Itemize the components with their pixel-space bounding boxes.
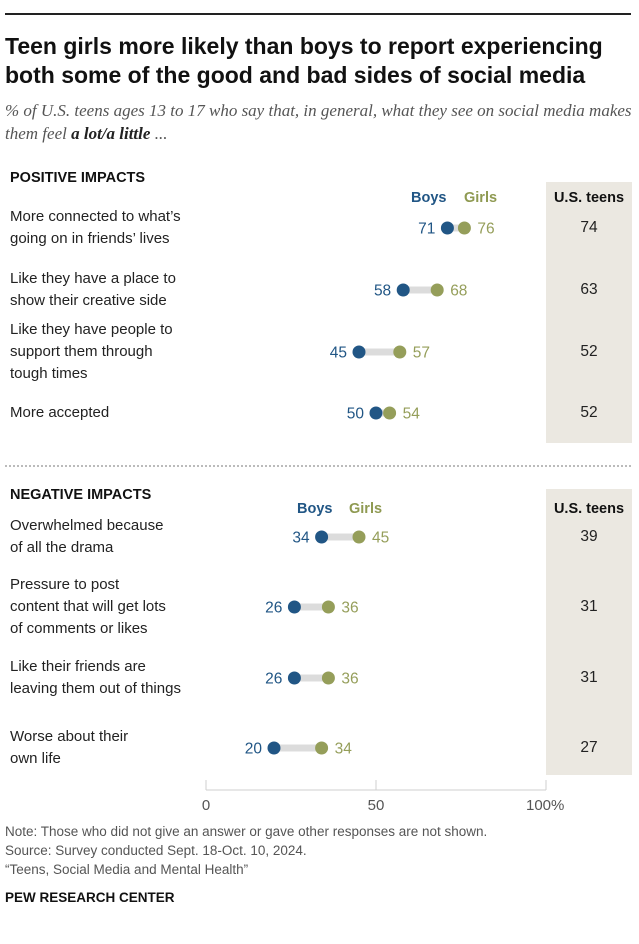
boys-value-label: 20: [245, 741, 263, 758]
boys-dot: [369, 406, 383, 420]
girls-dot: [321, 600, 335, 614]
note-line: Note: Those who did not give an answer o…: [5, 824, 488, 839]
x-axis-tick-label: 50: [367, 797, 385, 814]
boys-dot: [287, 671, 301, 685]
girls-dot: [383, 406, 397, 420]
brand-logo-text: PEW RESEARCH CENTER: [5, 890, 175, 905]
chart-subtitle: % of U.S. teens ages 13 to 17 who say th…: [5, 99, 633, 145]
subtitle-prefix: % of U.S. teens ages 13 to 17 who say th…: [5, 101, 632, 143]
girls-dot: [352, 530, 366, 544]
boys-value-label: 58: [374, 283, 391, 300]
teens-column-negative: [546, 489, 632, 775]
girls-dot: [457, 221, 471, 235]
girls-value-label: 57: [413, 345, 430, 362]
boys-value-label: 34: [292, 530, 310, 547]
teens-value: 52: [580, 404, 598, 421]
teens-header-negative: U.S. teens: [553, 501, 625, 517]
row-label-line: Overwhelmed because: [10, 517, 164, 534]
row-label-line: show their creative side: [10, 292, 167, 309]
boys-value-label: 50: [347, 406, 365, 423]
row-label-line: support them through: [10, 343, 153, 360]
teens-value: 31: [580, 669, 598, 686]
girls-value-label: 68: [450, 283, 467, 300]
boys-dot: [267, 741, 281, 755]
row-label-line: Like their friends are: [10, 658, 146, 675]
teens-value: 74: [580, 219, 598, 236]
row-label-line: More accepted: [10, 404, 110, 421]
teens-header-positive: U.S. teens: [553, 190, 625, 206]
girls-value-label: 36: [341, 671, 358, 688]
girls-value-label: 34: [335, 741, 353, 758]
section-title-positive: POSITIVE IMPACTS: [10, 170, 146, 186]
girls-value-label: 54: [403, 406, 421, 423]
girls-dot: [315, 741, 329, 755]
teens-value: 31: [580, 598, 598, 615]
top-rule: [5, 13, 631, 15]
row-label-line: Pressure to post: [10, 576, 120, 593]
row-label-line: More connected to what’s: [10, 208, 181, 225]
girls-dot: [321, 671, 335, 685]
boys-dot: [352, 345, 366, 359]
boys-value-label: 45: [330, 345, 347, 362]
chart-title: Teen girls more likely than boys to repo…: [5, 33, 603, 88]
teens-value: 52: [580, 343, 598, 360]
boys-value-label: 26: [265, 671, 282, 688]
girls-value-label: 76: [477, 221, 494, 238]
row-label-line: content that will get lots: [10, 598, 166, 615]
boys-dot: [315, 530, 329, 544]
subtitle-suffix: ...: [150, 124, 168, 143]
legend-boys-positive: Boys: [411, 190, 447, 206]
boys-value-label: 26: [265, 600, 282, 617]
row-label-line: Like they have a place to: [10, 270, 176, 287]
row-label-line: tough times: [10, 365, 88, 382]
row-label-line: going on in friends’ lives: [10, 230, 170, 247]
row-label-line: of all the drama: [10, 539, 114, 556]
girls-value-label: 45: [372, 530, 389, 547]
girls-dot: [393, 345, 407, 359]
x-axis-tick-label: 100%: [526, 797, 565, 814]
subtitle-emphasis: a lot/a little: [71, 124, 151, 143]
boys-dot: [287, 600, 301, 614]
x-axis-tick-label: 0: [201, 797, 211, 814]
section-divider: [5, 465, 631, 467]
row-label-line: own life: [10, 750, 61, 767]
section-title-negative: NEGATIVE IMPACTS: [10, 487, 152, 503]
girls-value-label: 36: [341, 600, 358, 617]
row-label-line: leaving them out of things: [10, 680, 181, 697]
teens-value: 63: [580, 281, 598, 298]
legend-boys-negative: Boys: [297, 501, 333, 517]
boys-dot: [396, 283, 410, 297]
teens-column-positive: [546, 182, 632, 443]
legend-girls-positive: Girls: [464, 190, 498, 206]
row-label-line: of comments or likes: [10, 620, 148, 637]
boys-value-label: 71: [418, 221, 435, 238]
row-label-line: Like they have people to: [10, 321, 173, 338]
girls-dot: [430, 283, 444, 297]
teens-value: 39: [580, 528, 598, 545]
report-title-line: “Teens, Social Media and Mental Health”: [5, 862, 249, 877]
row-label-line: Worse about their: [10, 728, 129, 745]
teens-value: 27: [580, 739, 598, 756]
source-line: Source: Survey conducted Sept. 18-Oct. 1…: [5, 843, 307, 858]
boys-dot: [440, 221, 454, 235]
legend-girls-negative: Girls: [349, 501, 383, 517]
